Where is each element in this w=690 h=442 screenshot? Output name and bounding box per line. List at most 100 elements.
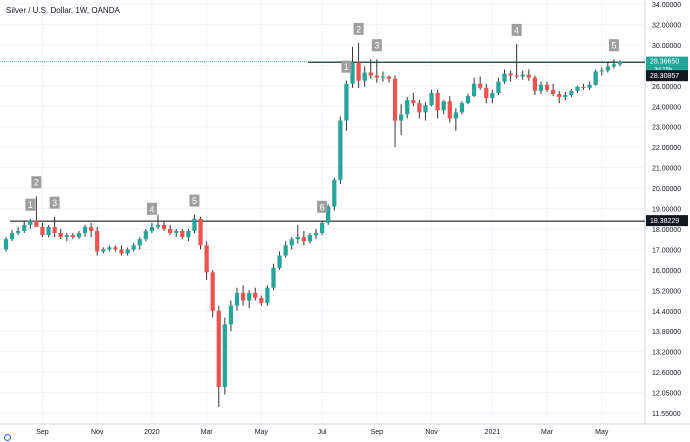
candle-body-up[interactable]	[593, 71, 598, 85]
candle-body-up[interactable]	[332, 179, 337, 207]
candle-body-up[interactable]	[22, 224, 27, 231]
candle-body-down[interactable]	[411, 100, 416, 104]
candle-body-down[interactable]	[259, 297, 264, 304]
candle-body-down[interactable]	[70, 235, 75, 238]
candle-body-up[interactable]	[192, 218, 197, 231]
candle-body-down[interactable]	[301, 237, 307, 242]
candle-body-up[interactable]	[471, 83, 477, 97]
candle-body-down[interactable]	[210, 272, 215, 311]
candle-body-down[interactable]	[204, 245, 209, 273]
candle-body-up[interactable]	[575, 86, 580, 91]
candle-body-down[interactable]	[52, 226, 57, 234]
candle-body-down[interactable]	[95, 230, 100, 252]
tradingview-logo-icon[interactable]	[4, 434, 11, 441]
candle-body-up[interactable]	[9, 233, 15, 240]
candle-body-down[interactable]	[514, 75, 519, 77]
candle-body-up[interactable]	[587, 84, 592, 88]
candle-body-up[interactable]	[502, 73, 507, 82]
candle-body-down[interactable]	[508, 73, 513, 76]
candle-body-up[interactable]	[520, 74, 525, 77]
candle-body-down[interactable]	[551, 89, 556, 94]
candle-body-down[interactable]	[216, 310, 221, 387]
candle-body-down[interactable]	[374, 75, 379, 78]
candle-body-up[interactable]	[283, 245, 288, 256]
candle-body-up[interactable]	[64, 235, 69, 238]
candle-body-down[interactable]	[392, 78, 398, 121]
candle-body-up[interactable]	[563, 95, 568, 98]
candle-body-up[interactable]	[490, 92, 495, 99]
candle-body-down[interactable]	[544, 84, 550, 90]
candle-body-up[interactable]	[423, 105, 428, 113]
candle-body-up[interactable]	[380, 76, 386, 78]
candle-body-up[interactable]	[82, 226, 88, 234]
candle-body-up[interactable]	[28, 220, 33, 225]
candle-body-up[interactable]	[453, 112, 458, 119]
candle-body-down[interactable]	[161, 224, 167, 229]
candle-body-up[interactable]	[465, 96, 471, 104]
candle-body-up[interactable]	[362, 72, 367, 81]
candle-body-up[interactable]	[265, 287, 270, 304]
candle-body-up[interactable]	[350, 62, 355, 84]
candle-body-down[interactable]	[168, 228, 173, 234]
candle-body-up[interactable]	[101, 249, 106, 252]
candle-body-up[interactable]	[137, 239, 142, 246]
candle-body-down[interactable]	[253, 292, 258, 298]
candle-body-down[interactable]	[113, 247, 118, 250]
candle-body-up[interactable]	[605, 66, 610, 71]
candle-body-up[interactable]	[222, 324, 227, 387]
candle-body-up[interactable]	[289, 239, 294, 246]
candle-body-up[interactable]	[338, 120, 343, 180]
candle-body-down[interactable]	[532, 77, 538, 91]
candle-body-up[interactable]	[459, 103, 465, 113]
candle-body-up[interactable]	[277, 255, 282, 268]
candle-body-up[interactable]	[125, 249, 130, 254]
candle-body-down[interactable]	[484, 87, 489, 99]
candle-body-up[interactable]	[228, 305, 234, 325]
candle-body-down[interactable]	[88, 226, 94, 231]
candle-body-down[interactable]	[40, 226, 45, 236]
candle-body-down[interactable]	[368, 72, 373, 76]
candle-body-up[interactable]	[143, 230, 148, 240]
candle-body-up[interactable]	[307, 235, 313, 242]
candle-body-up[interactable]	[496, 81, 501, 93]
candle-body-up[interactable]	[295, 237, 300, 240]
candle-body-down[interactable]	[557, 93, 562, 98]
candle-body-down[interactable]	[447, 101, 452, 119]
candle-body-up[interactable]	[326, 206, 331, 223]
candle-body-down[interactable]	[356, 62, 361, 81]
candle-body-down[interactable]	[58, 233, 63, 238]
candle-body-up[interactable]	[186, 230, 191, 238]
time-axis[interactable]: Sep Nov 2020 Mar May Jul Sep Nov 2021 Mar May	[36, 429, 609, 436]
candle-body-up[interactable]	[399, 114, 404, 121]
candle-body-down[interactable]	[478, 83, 483, 88]
candle-body-up[interactable]	[174, 230, 179, 234]
candle-body-down[interactable]	[417, 103, 422, 113]
candle-body-down[interactable]	[435, 92, 440, 111]
candle-body-down[interactable]	[119, 249, 124, 254]
candle-body-up[interactable]	[76, 233, 82, 238]
candle-body-up[interactable]	[16, 230, 21, 234]
candle-body-up[interactable]	[405, 100, 410, 115]
candle-body-up[interactable]	[3, 239, 9, 250]
candle-body-down[interactable]	[34, 220, 39, 227]
candle-body-up[interactable]	[569, 90, 574, 96]
candle-body-down[interactable]	[198, 218, 203, 246]
candle-body-up[interactable]	[611, 64, 617, 67]
candle-body-up[interactable]	[271, 267, 276, 288]
candle-body-up[interactable]	[155, 224, 161, 227]
candle-body-up[interactable]	[599, 70, 604, 72]
candle-body-down[interactable]	[240, 292, 246, 301]
candle-body-up[interactable]	[319, 222, 325, 234]
candle-body-down[interactable]	[180, 230, 185, 238]
candle-body-down[interactable]	[526, 74, 531, 78]
candle-body-up[interactable]	[131, 245, 136, 250]
candle-body-up[interactable]	[441, 101, 446, 111]
candle-body-up[interactable]	[149, 226, 155, 231]
candlestick-series[interactable]	[3, 42, 623, 407]
candle-body-up[interactable]	[234, 292, 240, 306]
candle-body-up[interactable]	[617, 61, 623, 65]
candle-body-up[interactable]	[247, 292, 252, 301]
candle-body-up[interactable]	[429, 92, 434, 106]
